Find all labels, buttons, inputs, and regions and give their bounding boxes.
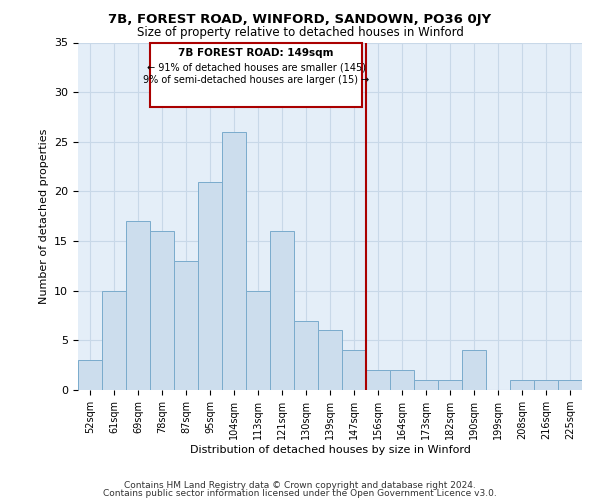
Bar xyxy=(270,231,294,390)
Bar xyxy=(414,380,438,390)
Text: 7B, FOREST ROAD, WINFORD, SANDOWN, PO36 0JY: 7B, FOREST ROAD, WINFORD, SANDOWN, PO36 … xyxy=(109,12,491,26)
Bar xyxy=(558,380,582,390)
Text: ← 91% of detached houses are smaller (145): ← 91% of detached houses are smaller (14… xyxy=(146,62,366,72)
X-axis label: Distribution of detached houses by size in Winford: Distribution of detached houses by size … xyxy=(190,445,470,455)
Bar xyxy=(342,350,366,390)
Bar xyxy=(294,320,318,390)
Bar xyxy=(78,360,102,390)
Text: 7B FOREST ROAD: 149sqm: 7B FOREST ROAD: 149sqm xyxy=(178,48,334,58)
Text: Contains HM Land Registry data © Crown copyright and database right 2024.: Contains HM Land Registry data © Crown c… xyxy=(124,481,476,490)
Text: Contains public sector information licensed under the Open Government Licence v3: Contains public sector information licen… xyxy=(103,488,497,498)
Bar xyxy=(126,221,150,390)
Y-axis label: Number of detached properties: Number of detached properties xyxy=(38,128,49,304)
Bar xyxy=(462,350,486,390)
FancyBboxPatch shape xyxy=(150,42,362,107)
Bar xyxy=(366,370,390,390)
Bar xyxy=(222,132,246,390)
Bar xyxy=(198,182,222,390)
Bar xyxy=(174,261,198,390)
Text: Size of property relative to detached houses in Winford: Size of property relative to detached ho… xyxy=(137,26,463,39)
Bar xyxy=(246,290,270,390)
Bar xyxy=(318,330,342,390)
Text: 9% of semi-detached houses are larger (15) →: 9% of semi-detached houses are larger (1… xyxy=(143,76,370,86)
Bar xyxy=(534,380,558,390)
Bar xyxy=(390,370,414,390)
Bar xyxy=(438,380,462,390)
Bar xyxy=(510,380,534,390)
Bar xyxy=(150,231,174,390)
Bar xyxy=(102,290,126,390)
